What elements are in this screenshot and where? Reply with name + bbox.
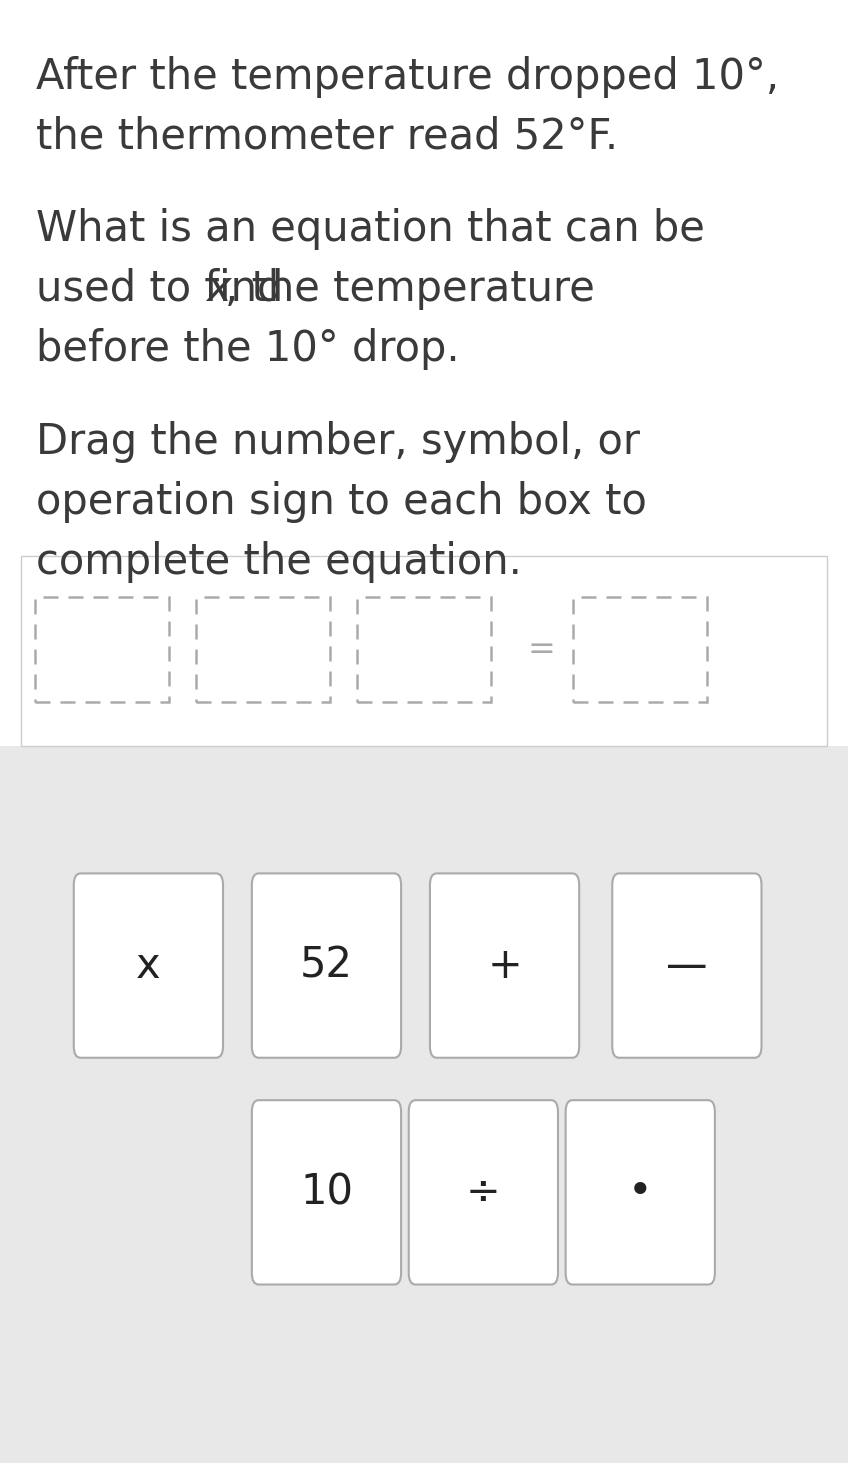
Text: +: + [488, 945, 522, 986]
Bar [21, 556, 827, 746]
Text: What is an equation that can be: What is an equation that can be [36, 208, 705, 250]
Text: Drag the number, symbol, or: Drag the number, symbol, or [36, 421, 639, 464]
Text: , the temperature: , the temperature [226, 268, 595, 310]
Text: =: = [527, 633, 555, 666]
Text: before the 10° drop.: before the 10° drop. [36, 328, 460, 370]
FancyBboxPatch shape [252, 1100, 401, 1285]
Text: complete the equation.: complete the equation. [36, 541, 522, 584]
Bar [0, 746, 848, 1463]
Text: •: • [628, 1172, 653, 1213]
Text: ÷: ÷ [466, 1172, 500, 1213]
FancyBboxPatch shape [566, 1100, 715, 1285]
FancyBboxPatch shape [252, 873, 401, 1058]
FancyBboxPatch shape [74, 873, 223, 1058]
Text: the thermometer read 52°F.: the thermometer read 52°F. [36, 116, 617, 158]
Text: operation sign to each box to: operation sign to each box to [36, 481, 646, 524]
Text: x: x [207, 268, 232, 310]
FancyBboxPatch shape [612, 873, 762, 1058]
Text: used to find: used to find [36, 268, 296, 310]
FancyBboxPatch shape [430, 873, 579, 1058]
Text: x: x [136, 945, 161, 986]
Text: —: — [667, 945, 707, 986]
FancyBboxPatch shape [409, 1100, 558, 1285]
Text: 52: 52 [300, 945, 353, 986]
Text: 10: 10 [300, 1172, 353, 1213]
Text: After the temperature dropped 10°,: After the temperature dropped 10°, [36, 56, 778, 98]
